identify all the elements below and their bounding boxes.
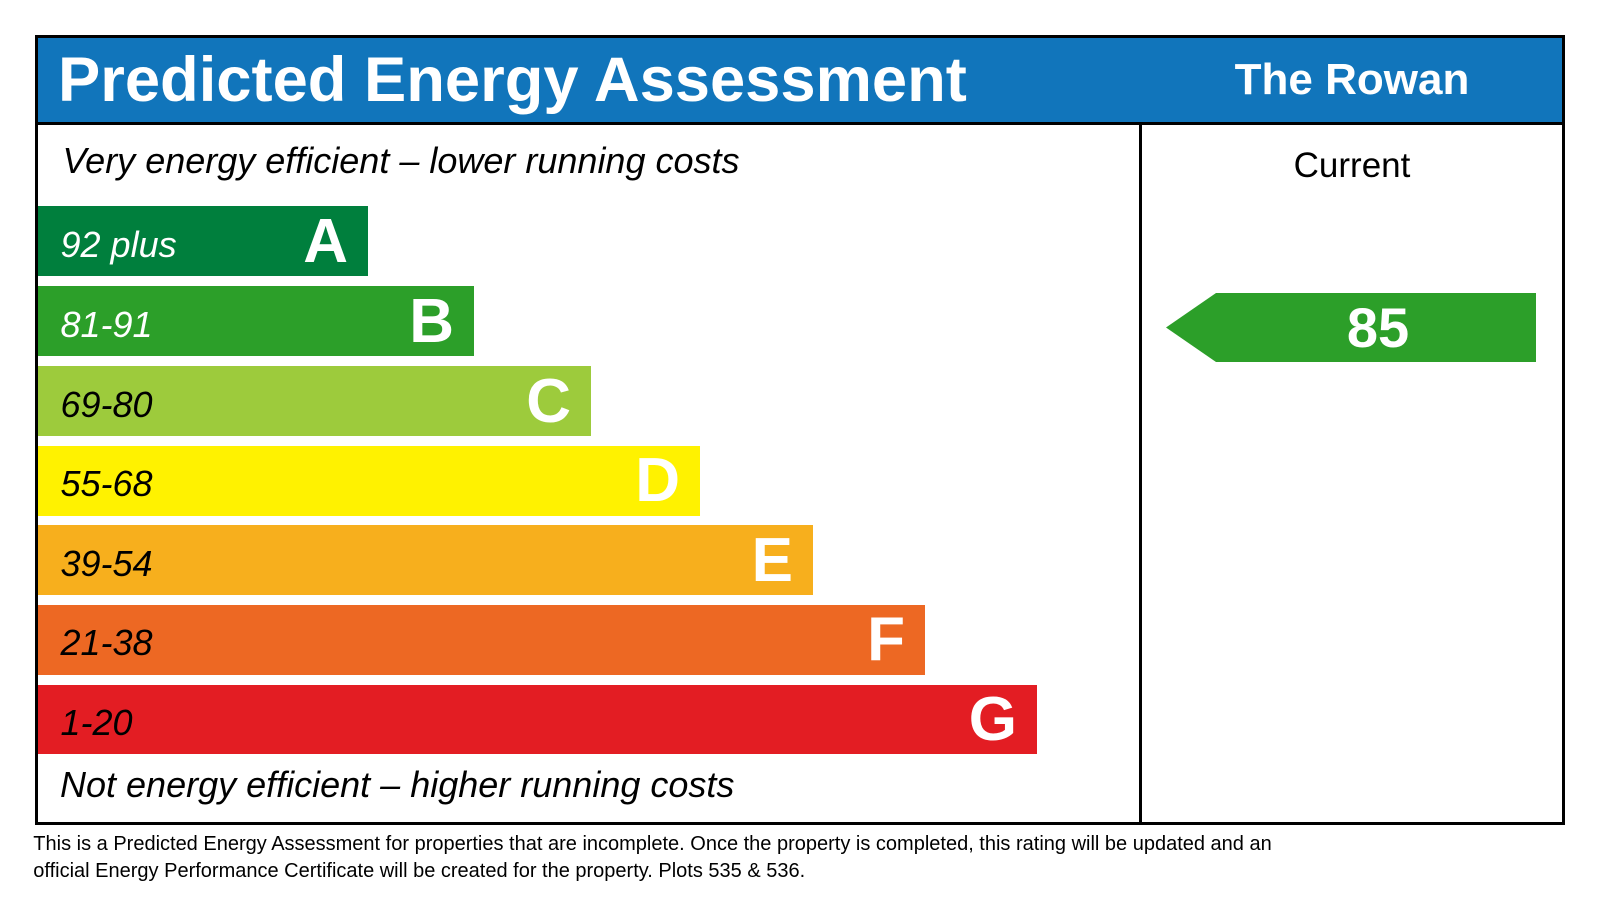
svg-text:85: 85 xyxy=(1347,296,1409,359)
